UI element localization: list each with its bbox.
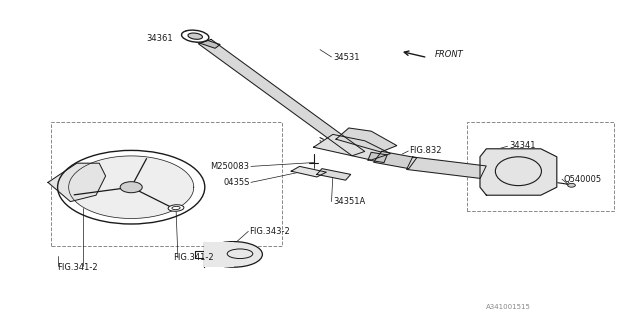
Polygon shape (336, 128, 397, 152)
Ellipse shape (168, 205, 184, 211)
Polygon shape (314, 134, 390, 160)
Text: 34351A: 34351A (333, 197, 365, 206)
Text: A341001515: A341001515 (486, 304, 531, 310)
Polygon shape (291, 166, 326, 177)
Polygon shape (196, 38, 220, 48)
Polygon shape (368, 152, 387, 163)
Text: FIG.343-2: FIG.343-2 (250, 228, 291, 236)
Polygon shape (406, 157, 486, 178)
Text: 34361: 34361 (146, 34, 173, 43)
Text: Q540005: Q540005 (563, 175, 602, 184)
Text: FIG.341-2: FIG.341-2 (58, 263, 98, 272)
Polygon shape (198, 39, 365, 156)
Text: 34341: 34341 (509, 141, 535, 150)
Ellipse shape (205, 242, 262, 267)
Polygon shape (68, 156, 194, 219)
Bar (204, 242, 234, 267)
Text: FRONT: FRONT (435, 50, 464, 59)
Text: 0435S: 0435S (223, 178, 250, 187)
Polygon shape (48, 163, 106, 202)
Ellipse shape (182, 30, 209, 42)
Circle shape (568, 183, 575, 187)
Circle shape (120, 182, 142, 193)
Ellipse shape (188, 33, 202, 39)
Polygon shape (374, 151, 417, 169)
Text: FIG.832: FIG.832 (410, 146, 442, 155)
Polygon shape (317, 169, 351, 180)
Text: 34531: 34531 (333, 53, 359, 62)
Text: M250083: M250083 (211, 162, 250, 171)
Text: FIG.341-2: FIG.341-2 (173, 253, 213, 262)
Polygon shape (480, 149, 557, 195)
